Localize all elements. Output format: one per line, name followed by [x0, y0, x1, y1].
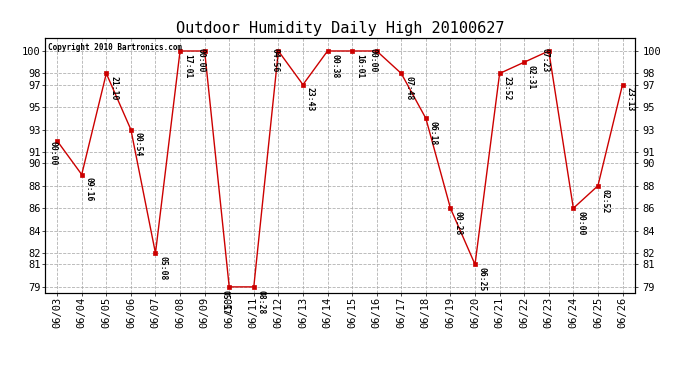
Title: Outdoor Humidity Daily High 20100627: Outdoor Humidity Daily High 20100627: [175, 21, 504, 36]
Text: 02:52: 02:52: [601, 189, 610, 213]
Text: 00:54: 00:54: [134, 132, 143, 157]
Text: 00:00: 00:00: [49, 141, 58, 165]
Text: 23:13: 23:13: [625, 87, 634, 112]
Text: 02:31: 02:31: [527, 65, 536, 89]
Text: 00:00: 00:00: [196, 48, 206, 73]
Text: 07:23: 07:23: [540, 48, 549, 73]
Text: 05:57: 05:57: [221, 290, 230, 314]
Text: 06:18: 06:18: [428, 121, 437, 146]
Text: 00:28: 00:28: [453, 211, 462, 236]
Text: 17:01: 17:01: [183, 54, 192, 78]
Text: 23:43: 23:43: [306, 87, 315, 112]
Text: 07:48: 07:48: [404, 76, 413, 100]
Text: 04:56: 04:56: [270, 48, 279, 73]
Text: 05:08: 05:08: [158, 256, 167, 280]
Text: 09:16: 09:16: [84, 177, 94, 202]
Text: 00:38: 00:38: [331, 54, 339, 78]
Text: 08:28: 08:28: [257, 290, 266, 314]
Text: 06:25: 06:25: [477, 267, 487, 292]
Text: 00:00: 00:00: [576, 211, 585, 236]
Text: 00:00: 00:00: [368, 48, 377, 73]
Text: Copyright 2010 Bartronics.com: Copyright 2010 Bartronics.com: [48, 43, 182, 52]
Text: 23:52: 23:52: [502, 76, 511, 100]
Text: 21:10: 21:10: [109, 76, 118, 100]
Text: 16:01: 16:01: [355, 54, 364, 78]
